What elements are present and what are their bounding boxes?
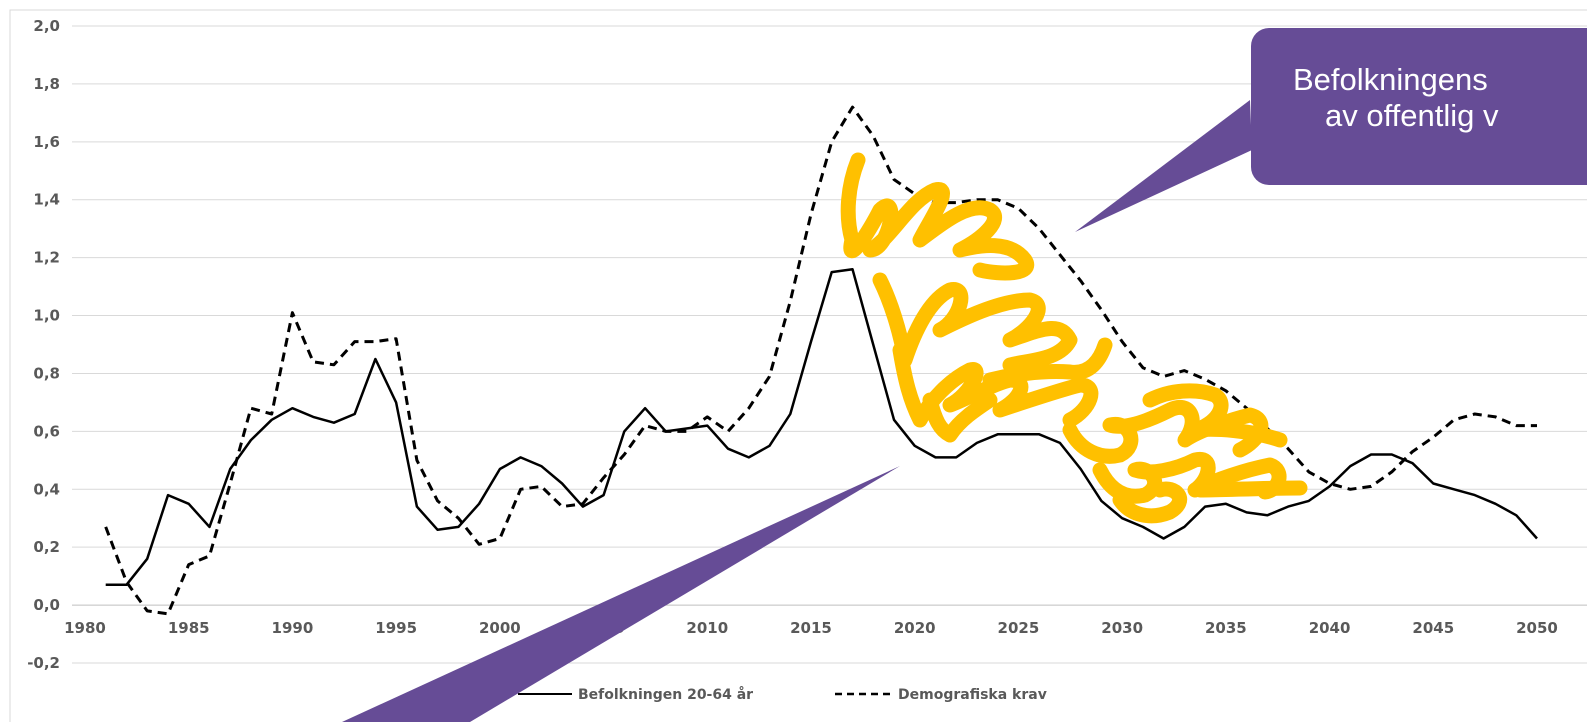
y-tick-label: 1,8	[33, 75, 60, 93]
legend: Befolkningen 20-64 år Demografiska krav	[518, 686, 1047, 703]
x-tick-label: 1995	[375, 619, 417, 637]
y-tick-label: 0,4	[33, 480, 60, 498]
x-tick-label: 2010	[686, 619, 728, 637]
series-lines	[104, 105, 1538, 616]
y-tick-label: 1,6	[33, 133, 60, 151]
y-tick-label: -0,2	[27, 654, 60, 672]
y-tick-label: 0,8	[33, 364, 60, 382]
x-tick-label: 2045	[1412, 619, 1454, 637]
series-line-demografiska-krav	[104, 105, 1537, 616]
y-tick-label: 0,6	[33, 422, 60, 440]
x-tick-label: 2030	[1101, 619, 1143, 637]
callout-tail-upper	[1075, 100, 1252, 232]
y-tick-label: 1,2	[33, 249, 60, 267]
callout-box: Befolkningens av offentlig v	[1251, 28, 1587, 185]
x-tick-label: 1985	[168, 619, 210, 637]
series-line-befolkningen	[105, 267, 1538, 587]
y-tick-label: 1,4	[33, 191, 60, 209]
x-tick-label: 2000	[479, 619, 521, 637]
x-tick-label: 2025	[998, 619, 1040, 637]
callout-line-1: Befolkningens	[1293, 62, 1488, 97]
x-tick-label: 2040	[1309, 619, 1351, 637]
y-tick-label: 2,0	[33, 17, 60, 35]
x-tick-label: 2015	[790, 619, 832, 637]
x-tick-label: 2050	[1516, 619, 1558, 637]
x-tick-label: 2035	[1205, 619, 1247, 637]
y-tick-label: 0,2	[33, 538, 60, 556]
legend-label-demografiska: Demografiska krav	[898, 687, 1047, 703]
x-tick-label: 2020	[894, 619, 936, 637]
legend-label-befolkningen: Befolkningen 20-64 år	[578, 686, 753, 703]
x-tick-label: 1980	[64, 619, 106, 637]
y-tick-label: 0,0	[33, 596, 60, 614]
x-tick-label: 1990	[272, 619, 314, 637]
y-tick-label: 1,0	[33, 307, 60, 325]
scribble-annotation	[840, 152, 1308, 524]
callout-line-2: av offentlig v	[1325, 98, 1499, 133]
callout-tail-lower	[342, 466, 900, 722]
